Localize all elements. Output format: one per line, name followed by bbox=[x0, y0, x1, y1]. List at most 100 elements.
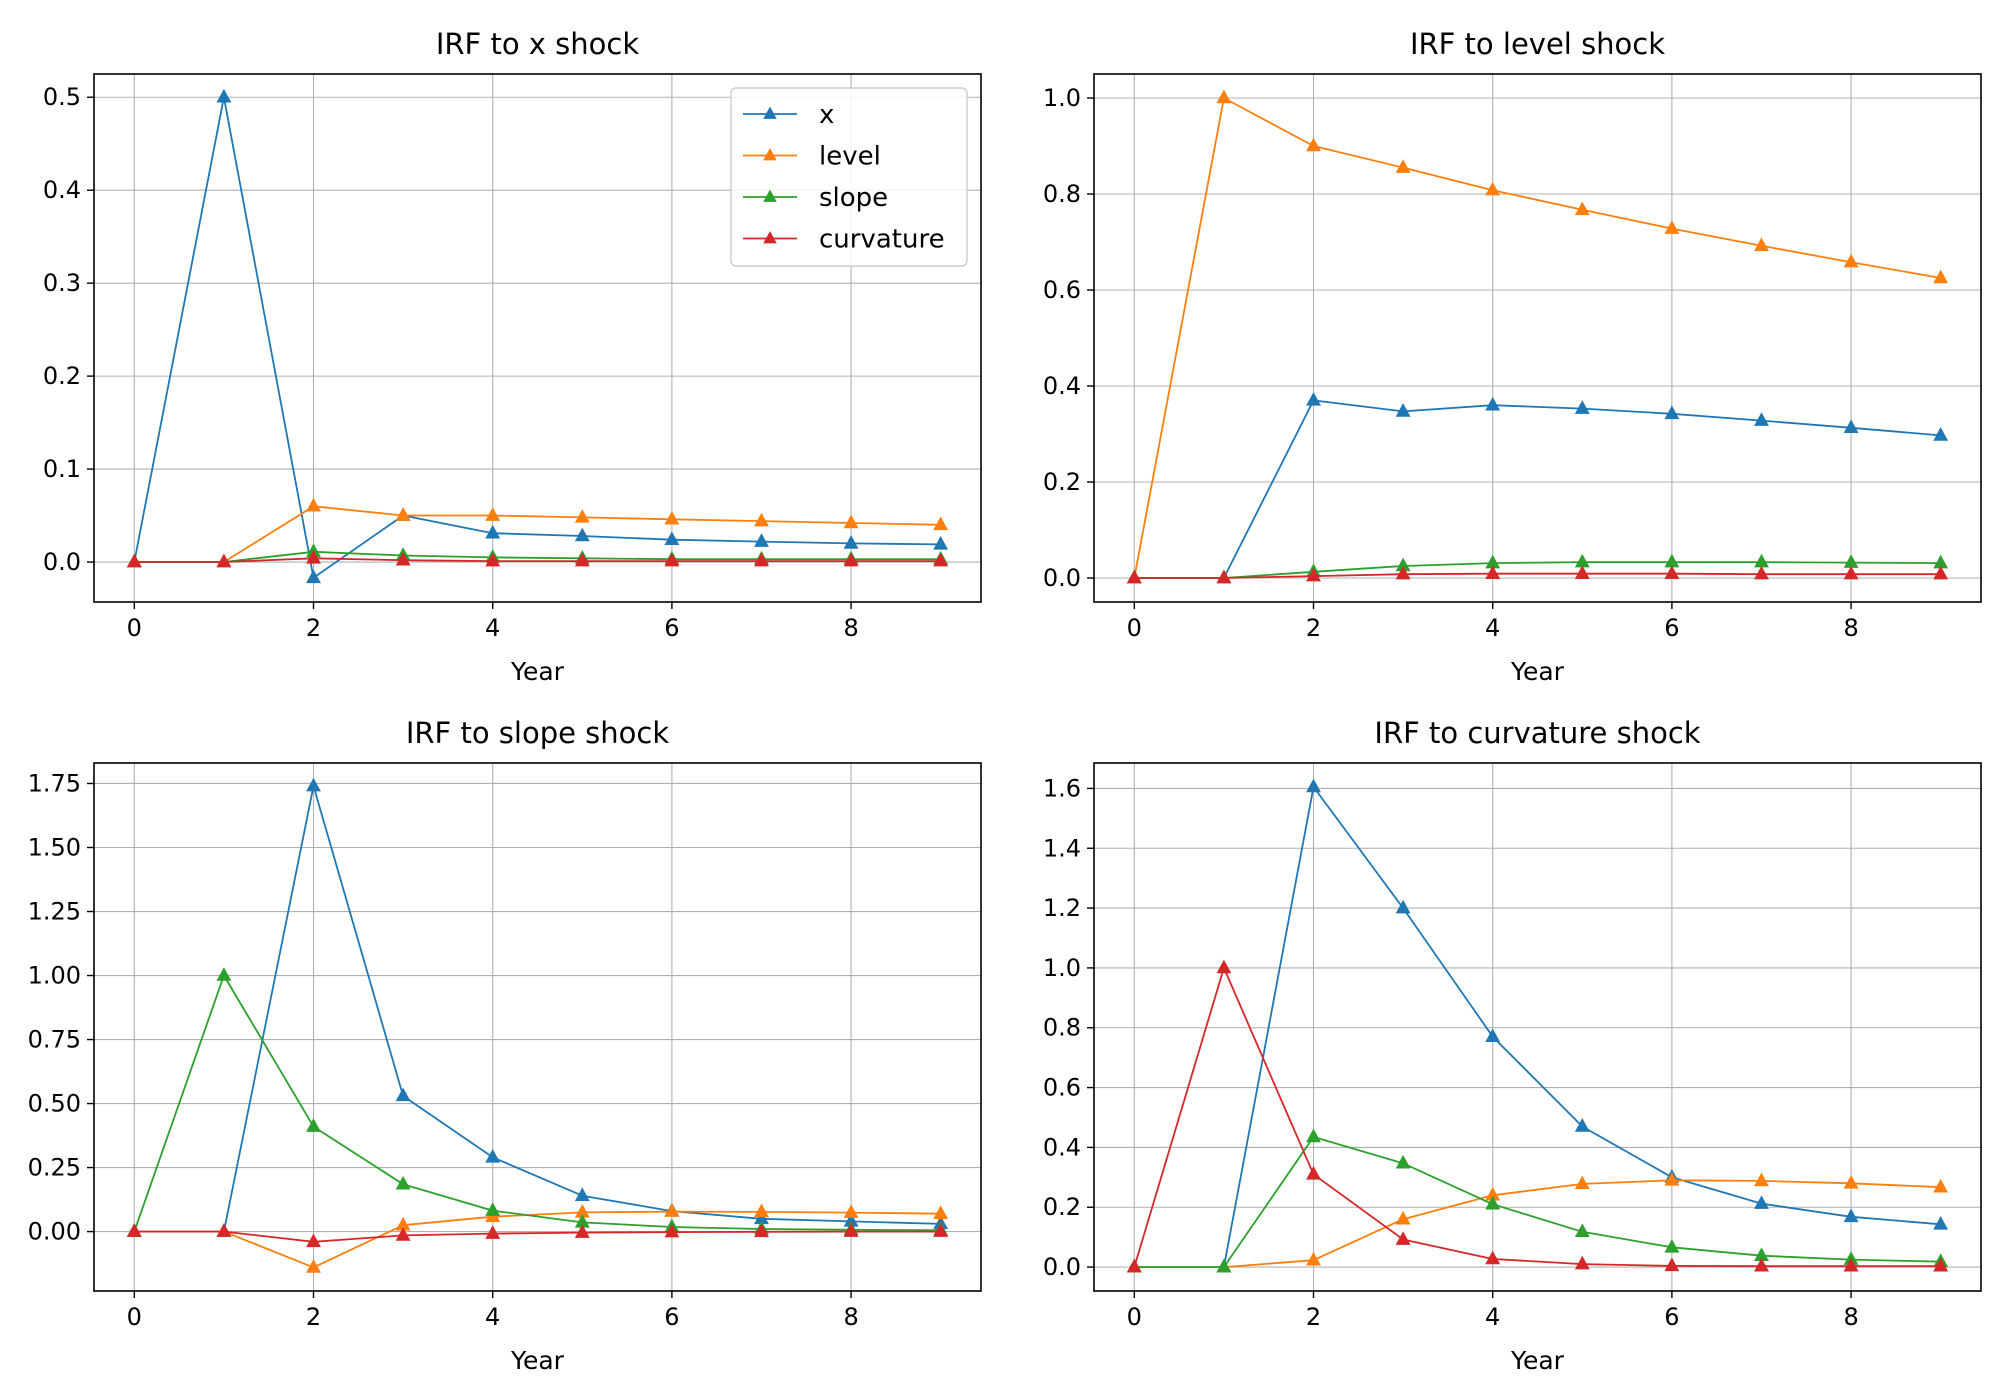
y-tick-label: 0.6 bbox=[1043, 1074, 1081, 1102]
data-point-curvature bbox=[1216, 569, 1232, 584]
data-point-curvature bbox=[1485, 1250, 1501, 1265]
data-point-level bbox=[1306, 1251, 1321, 1266]
chart-panel-4: 0 2 4 6 8 0.0 0.2 0.4 0.6 0.8 1.0 1.2 1.4 1.6 IRF to c… bbox=[1043, 716, 1982, 1375]
data-point-level bbox=[395, 507, 411, 521]
y-tick-label: 0.1 bbox=[43, 455, 81, 483]
x-axis-label: Year bbox=[1510, 1346, 1565, 1375]
data-point-curvature bbox=[306, 1233, 321, 1248]
data-point-slope bbox=[1216, 1258, 1232, 1273]
data-point-x bbox=[1485, 1028, 1501, 1042]
legend-marker-slope bbox=[763, 189, 777, 202]
data-point-x bbox=[754, 533, 769, 547]
chart-panel-2: 0 2 4 6 8 0.0 0.2 0.4 0.6 0.8 1.0 IRF to level shoc… bbox=[1043, 27, 1982, 686]
data-point-slope bbox=[1395, 1154, 1411, 1169]
data-point-level bbox=[1395, 159, 1411, 173]
data-point-level bbox=[1216, 89, 1232, 104]
data-point-curvature bbox=[395, 551, 411, 566]
data-point-level bbox=[664, 1203, 680, 1217]
chart-title: IRF to curvature shock bbox=[1374, 716, 1700, 750]
data-point-curvature bbox=[1306, 567, 1321, 582]
y-tick-label: 1.6 bbox=[1043, 774, 1081, 802]
data-point-level bbox=[933, 516, 949, 531]
data-point-slope bbox=[1664, 1238, 1680, 1253]
y-tick-label: 0.5 bbox=[43, 83, 81, 111]
legend-marker-x bbox=[763, 106, 777, 119]
data-point-curvature bbox=[933, 1223, 949, 1237]
data-point-level bbox=[306, 1259, 321, 1273]
data-point-x bbox=[664, 531, 680, 545]
chart-panel-3: 0 2 4 6 8 0.00 0.25 0.50 0.75 1.00 1.25 1.50 1.75 IRF… bbox=[28, 716, 982, 1375]
x-tick-label: 0 bbox=[127, 1303, 142, 1331]
data-point-curvature bbox=[754, 1223, 769, 1238]
legend-label-x: x bbox=[819, 100, 834, 130]
data-point-level bbox=[933, 1205, 949, 1219]
data-point-curvature bbox=[1395, 1231, 1411, 1245]
data-point-curvature bbox=[1126, 1258, 1142, 1273]
data-point-slope bbox=[1485, 1195, 1501, 1210]
data-point-x bbox=[485, 524, 501, 539]
data-point-curvature bbox=[1574, 565, 1590, 579]
chart-panel-1: 0 2 4 6 8 0.0 0.1 0.2 0.3 0.4 0.5 IRF to x shock Yea… bbox=[43, 27, 982, 686]
data-point-curvature bbox=[1933, 1257, 1949, 1272]
legend-marker-level bbox=[763, 148, 777, 161]
data-point-x bbox=[1843, 419, 1859, 434]
data-point-level bbox=[843, 514, 859, 529]
data-point-curvature bbox=[843, 1223, 859, 1237]
x-tick-label: 4 bbox=[485, 614, 500, 642]
data-point-level bbox=[1664, 1171, 1680, 1186]
data-point-curvature bbox=[306, 549, 321, 564]
data-point-level bbox=[1754, 1172, 1769, 1187]
chart-title: IRF to slope shock bbox=[406, 716, 669, 750]
data-point-curvature bbox=[933, 552, 949, 567]
data-point-slope bbox=[1754, 553, 1769, 568]
series-line-x bbox=[133, 96, 941, 579]
data-point-level bbox=[754, 512, 769, 527]
y-tick-label: 0.6 bbox=[1043, 276, 1081, 304]
data-point-curvature bbox=[126, 1223, 142, 1237]
data-point-x bbox=[1574, 400, 1590, 414]
data-point-slope bbox=[1664, 553, 1680, 568]
data-point-level bbox=[306, 497, 321, 512]
data-point-level bbox=[1664, 220, 1680, 234]
y-tick-label: 0.75 bbox=[28, 1026, 81, 1054]
plot-frame bbox=[1093, 73, 1982, 603]
y-tick-label: 1.75 bbox=[28, 769, 81, 797]
data-point-x bbox=[1933, 1215, 1949, 1230]
y-tick-label: 0.2 bbox=[1043, 468, 1081, 496]
legend-label-curvature: curvature bbox=[819, 225, 945, 255]
data-point-x bbox=[574, 527, 590, 542]
data-point-level bbox=[1933, 269, 1949, 284]
y-tick-label: 0.4 bbox=[1043, 1133, 1081, 1161]
x-tick-label: 4 bbox=[1485, 614, 1500, 642]
legend-marker-curvature bbox=[763, 231, 777, 244]
data-point-level bbox=[1754, 237, 1769, 252]
series-line-x bbox=[1134, 786, 1941, 1268]
data-point-level bbox=[1843, 1174, 1859, 1189]
data-point-x bbox=[216, 88, 232, 103]
data-point-x bbox=[1395, 403, 1411, 417]
data-point-level bbox=[574, 509, 590, 523]
x-tick-label: 8 bbox=[843, 614, 858, 642]
data-point-level bbox=[1395, 1210, 1411, 1225]
data-point-curvature bbox=[754, 552, 769, 567]
y-tick-label: 1.25 bbox=[28, 898, 81, 926]
data-point-level bbox=[1485, 181, 1501, 196]
series-line-curvature bbox=[1133, 967, 1941, 1268]
data-point-x bbox=[1933, 427, 1949, 441]
data-point-curvature bbox=[216, 553, 232, 568]
plot-frame bbox=[93, 73, 982, 603]
y-tick-label: 0.0 bbox=[43, 548, 81, 576]
y-tick-label: 0.2 bbox=[43, 362, 81, 390]
data-point-level bbox=[1306, 137, 1321, 152]
data-point-curvature bbox=[1574, 1255, 1590, 1270]
x-tick-label: 4 bbox=[485, 1303, 500, 1331]
data-point-curvature bbox=[1395, 565, 1411, 580]
y-tick-label: 0.8 bbox=[1043, 180, 1081, 208]
data-point-curvature bbox=[1485, 565, 1501, 579]
series-line-slope bbox=[1134, 1136, 1941, 1268]
legend-label-slope: slope bbox=[819, 183, 888, 213]
x-tick-label: 4 bbox=[1485, 1303, 1500, 1331]
data-point-x bbox=[574, 1187, 590, 1202]
data-point-curvature bbox=[1216, 959, 1232, 974]
